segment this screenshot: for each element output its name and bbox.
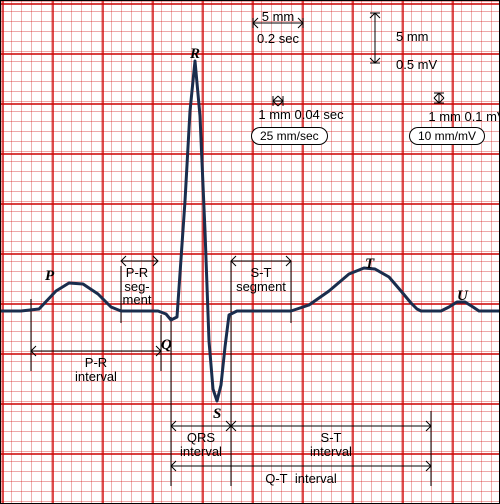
ecg-diagram: P R Q S T U P-Rseg-ment S-Tsegment P-Rin… <box>0 0 500 504</box>
st-segment-label: S-Tsegment <box>236 266 286 295</box>
label-p: P <box>45 268 54 285</box>
cal-5mm-h-bot: 0.2 sec <box>257 31 299 46</box>
label-r: R <box>190 46 200 63</box>
qrs-interval-label: QRSinterval <box>180 431 222 460</box>
pr-interval-label: P-Rinterval <box>75 356 117 385</box>
cal-5mm-h-top: 5 mm <box>262 9 295 24</box>
cal-5mm-v-top: 5 mm <box>396 29 429 44</box>
qt-interval-label: Q-T interval <box>265 471 337 486</box>
pill-gain: 10 mm/mV <box>409 127 485 145</box>
cal-1mm-v: 1 mm 0.1 mV <box>428 109 500 124</box>
label-q: Q <box>161 337 172 354</box>
cal-5mm-v-bot: 0.5 mV <box>396 57 437 72</box>
pr-segment-label: P-Rseg-ment <box>123 266 152 307</box>
label-s: S <box>213 406 221 423</box>
pill-speed: 25 mm/sec <box>251 127 328 145</box>
st-interval-label: S-Tinterval <box>310 431 352 460</box>
label-u: U <box>457 288 468 305</box>
ecg-svg <box>1 1 499 503</box>
label-t: T <box>365 256 374 273</box>
cal-1mm-h: 1 mm 0.04 sec <box>258 107 343 122</box>
